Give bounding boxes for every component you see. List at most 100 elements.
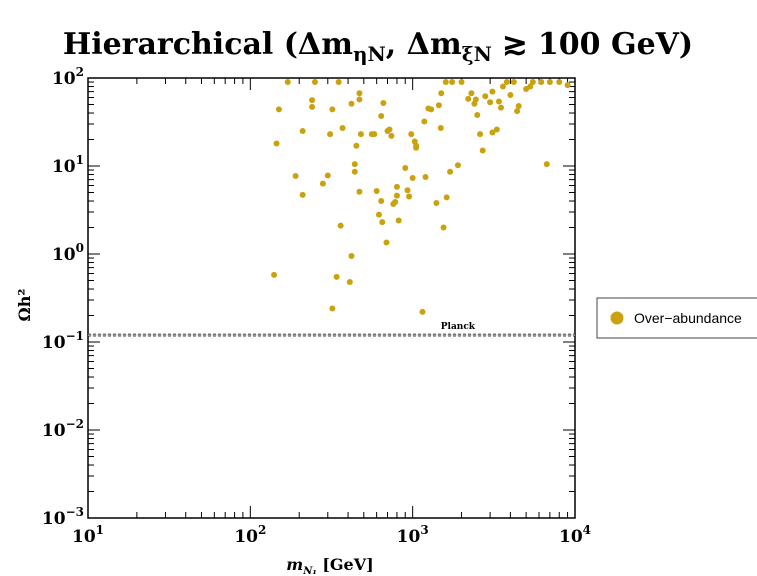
tick-labels: 101 102 103 104 10−3 10−2 10−1 100 101 102 [42,65,591,547]
data-point [378,198,385,205]
data-point [546,79,553,86]
data-point [408,131,415,138]
data-point [351,168,358,175]
data-point [472,96,479,103]
data-point [299,191,306,198]
planck-label: Planck [441,322,476,332]
data-point [527,83,534,90]
data-point [507,92,514,99]
data-point [487,99,494,106]
data-point [271,271,278,278]
data-point [346,279,353,286]
data-point [333,273,340,280]
data-point [380,99,387,106]
legend: Over−abundance [596,297,757,339]
data-points [271,79,571,315]
data-point [406,193,413,200]
data-point [309,103,316,110]
x-axis-label: mN₁ [GeV] [286,555,373,576]
data-point [388,132,395,139]
planck-band: Planck [88,322,575,337]
data-point [440,224,447,231]
legend-marker-over-abundance [610,311,624,325]
data-point [454,162,461,169]
x-tick-label: 102 [234,523,266,547]
data-point [468,90,475,97]
data-point [292,172,299,179]
y-tick-label: 10−2 [42,417,84,441]
y-tick-label: 10−3 [42,505,84,529]
data-point [564,82,571,89]
data-point [386,126,393,133]
data-point [433,199,440,206]
data-point [443,194,450,201]
data-point [393,183,400,190]
data-point [442,79,449,86]
data-point [493,126,500,133]
data-point [357,131,364,138]
y-axis-label: Ωh² [15,289,34,322]
plot-frame [87,77,576,519]
chart-title: Hierarchical (ΔmηN, ΔmξN ≳ 100 GeV) [63,27,693,66]
data-point [311,79,318,86]
data-point [348,252,355,259]
y-tick-label: 102 [52,65,84,89]
axis-ticks [87,78,575,519]
data-point [538,79,545,86]
data-point [275,106,282,113]
data-point [356,188,363,195]
data-point [329,106,336,113]
data-point [339,125,346,132]
data-point [543,161,550,168]
data-point [428,106,435,113]
data-point [378,112,385,119]
data-point [510,79,517,86]
data-point [395,217,402,224]
data-point [449,79,456,86]
data-point [393,192,400,199]
data-point [421,118,428,125]
data-point [489,129,496,136]
y-tick-label: 101 [52,153,84,177]
data-point [337,222,344,229]
y-tick-label: 10−1 [42,329,84,353]
data-point [435,102,442,109]
y-tick-label: 100 [52,241,84,265]
data-point [413,144,420,151]
data-point [495,98,502,105]
data-point [309,97,316,104]
data-point [465,95,472,102]
data-point [556,79,563,86]
data-point [335,79,342,86]
data-point [327,131,334,138]
legend-label-over-abundance: Over−abundance [634,310,742,326]
data-point [353,142,360,149]
data-point [402,164,409,171]
data-point [438,90,445,97]
data-point [371,131,378,138]
data-point [447,168,454,175]
data-point [529,79,536,86]
data-point [482,93,489,100]
data-point [477,131,484,138]
data-point [324,172,331,179]
data-point [273,140,280,147]
data-point [474,111,481,118]
data-point [373,187,380,194]
data-point [284,79,291,86]
x-tick-label: 101 [72,523,104,547]
planck-band-fill [88,334,575,336]
data-point [419,308,426,315]
x-tick-label: 104 [559,523,591,547]
x-tick-label: 103 [397,523,429,547]
data-point [356,90,363,97]
data-point [379,219,386,226]
data-point [422,173,429,180]
data-point [348,100,355,107]
data-point [479,147,486,154]
data-point [515,103,522,110]
data-point [489,88,496,95]
data-point [356,96,363,103]
data-point [319,180,326,187]
